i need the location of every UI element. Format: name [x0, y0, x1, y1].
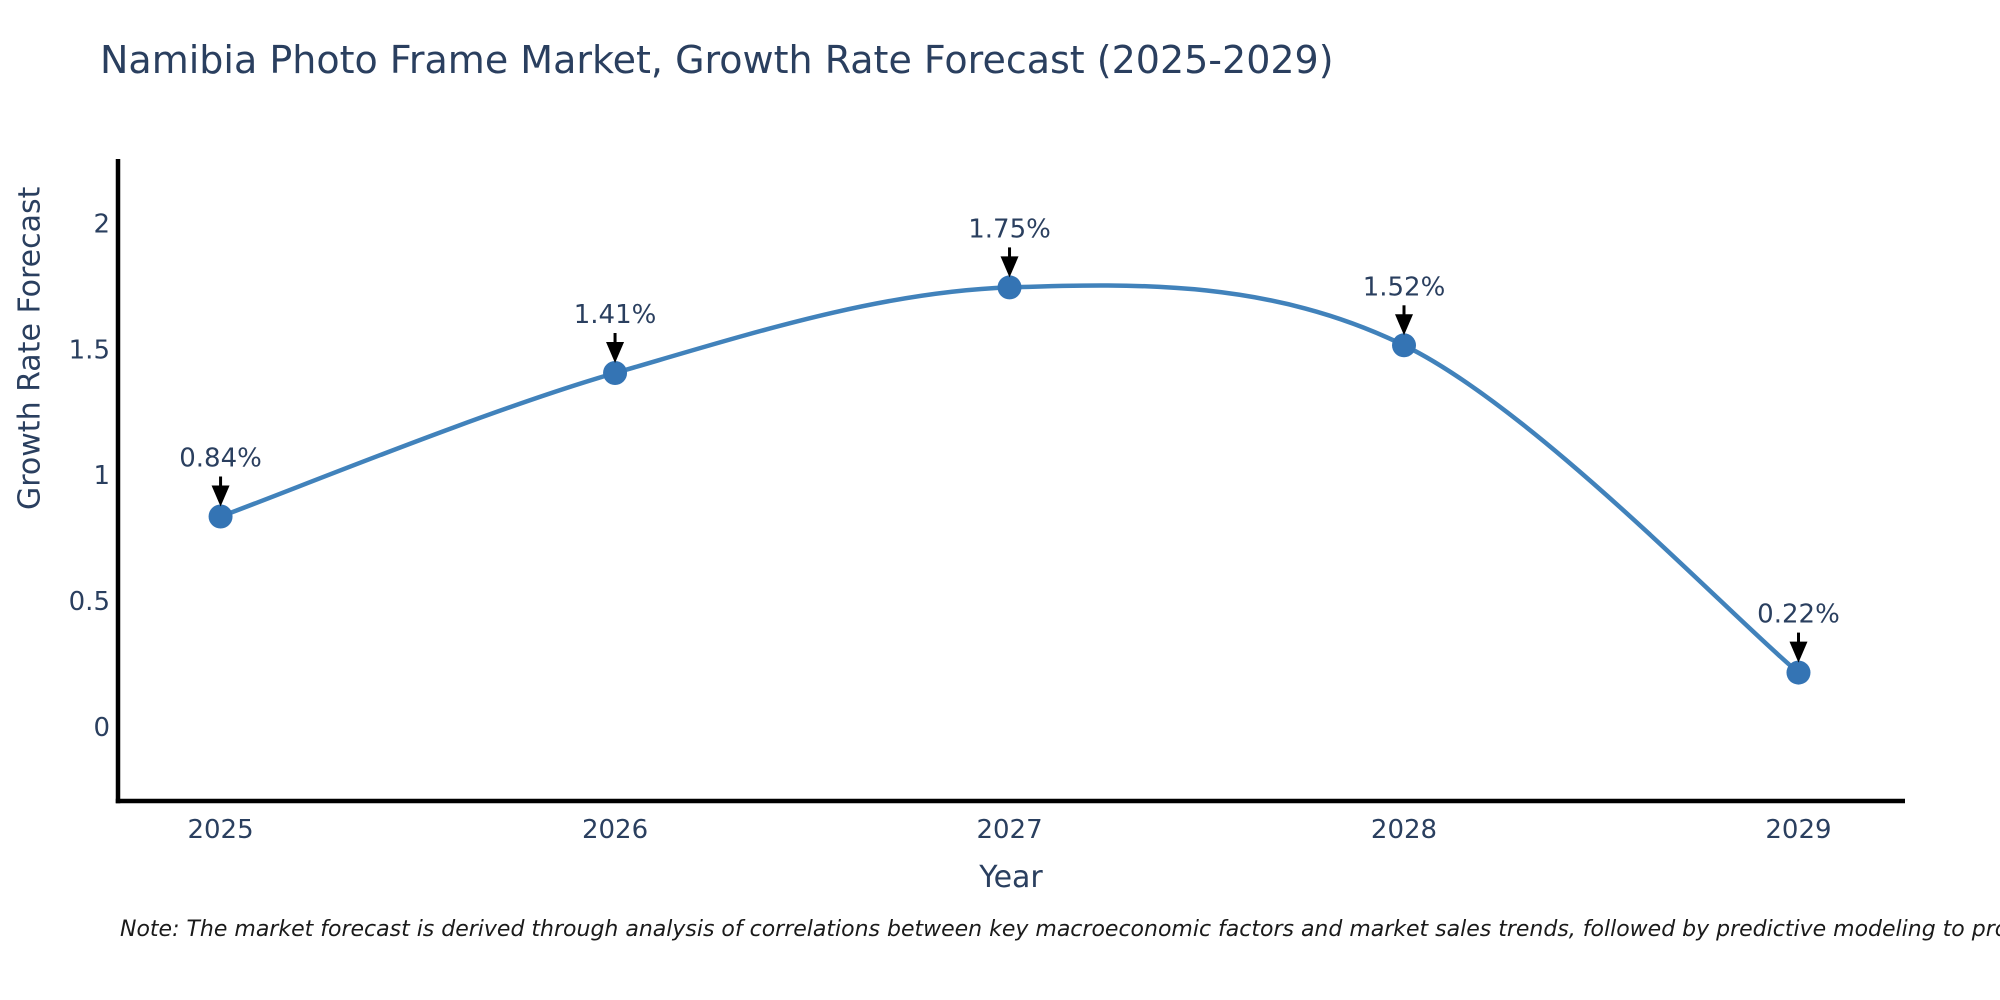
data-point-marker	[603, 361, 628, 385]
data-point-marker	[997, 275, 1022, 300]
data-point-marker	[1392, 333, 1417, 358]
data-point-label: 0.84%	[179, 444, 262, 474]
y-tick-label: 1.5	[69, 335, 110, 365]
y-tick-label: 1	[93, 461, 110, 491]
x-tick-label: 2028	[1371, 815, 1437, 845]
y-tick-label: 2	[93, 209, 110, 239]
x-tick-label: 2025	[187, 815, 253, 845]
annotation-arrowhead	[606, 342, 625, 363]
data-point-label: 1.75%	[968, 214, 1051, 244]
x-tick-label: 2027	[976, 815, 1042, 845]
forecast-line	[218, 283, 1801, 675]
annotation-arrowhead	[1789, 641, 1808, 663]
y-tick-label: 0	[93, 713, 110, 743]
annotation-arrowhead	[1000, 256, 1019, 278]
annotation-arrowhead	[1395, 314, 1414, 336]
y-tick-label: 0.5	[69, 587, 110, 617]
data-point-marker	[1786, 660, 1811, 685]
chart-title: Namibia Photo Frame Market, Growth Rate …	[100, 38, 1334, 82]
data-point-label: 1.41%	[574, 300, 657, 330]
x-axis-title: Year	[979, 860, 1043, 895]
data-point-label: 1.52%	[1363, 272, 1446, 302]
x-tick-label: 2026	[582, 815, 648, 845]
data-point-label: 0.22%	[1757, 600, 1840, 630]
x-tick-label: 2029	[1765, 815, 1831, 845]
annotation-arrowhead	[211, 485, 230, 507]
data-point-marker	[208, 504, 233, 529]
footnote: Note: The market forecast is derived thr…	[120, 917, 2000, 942]
